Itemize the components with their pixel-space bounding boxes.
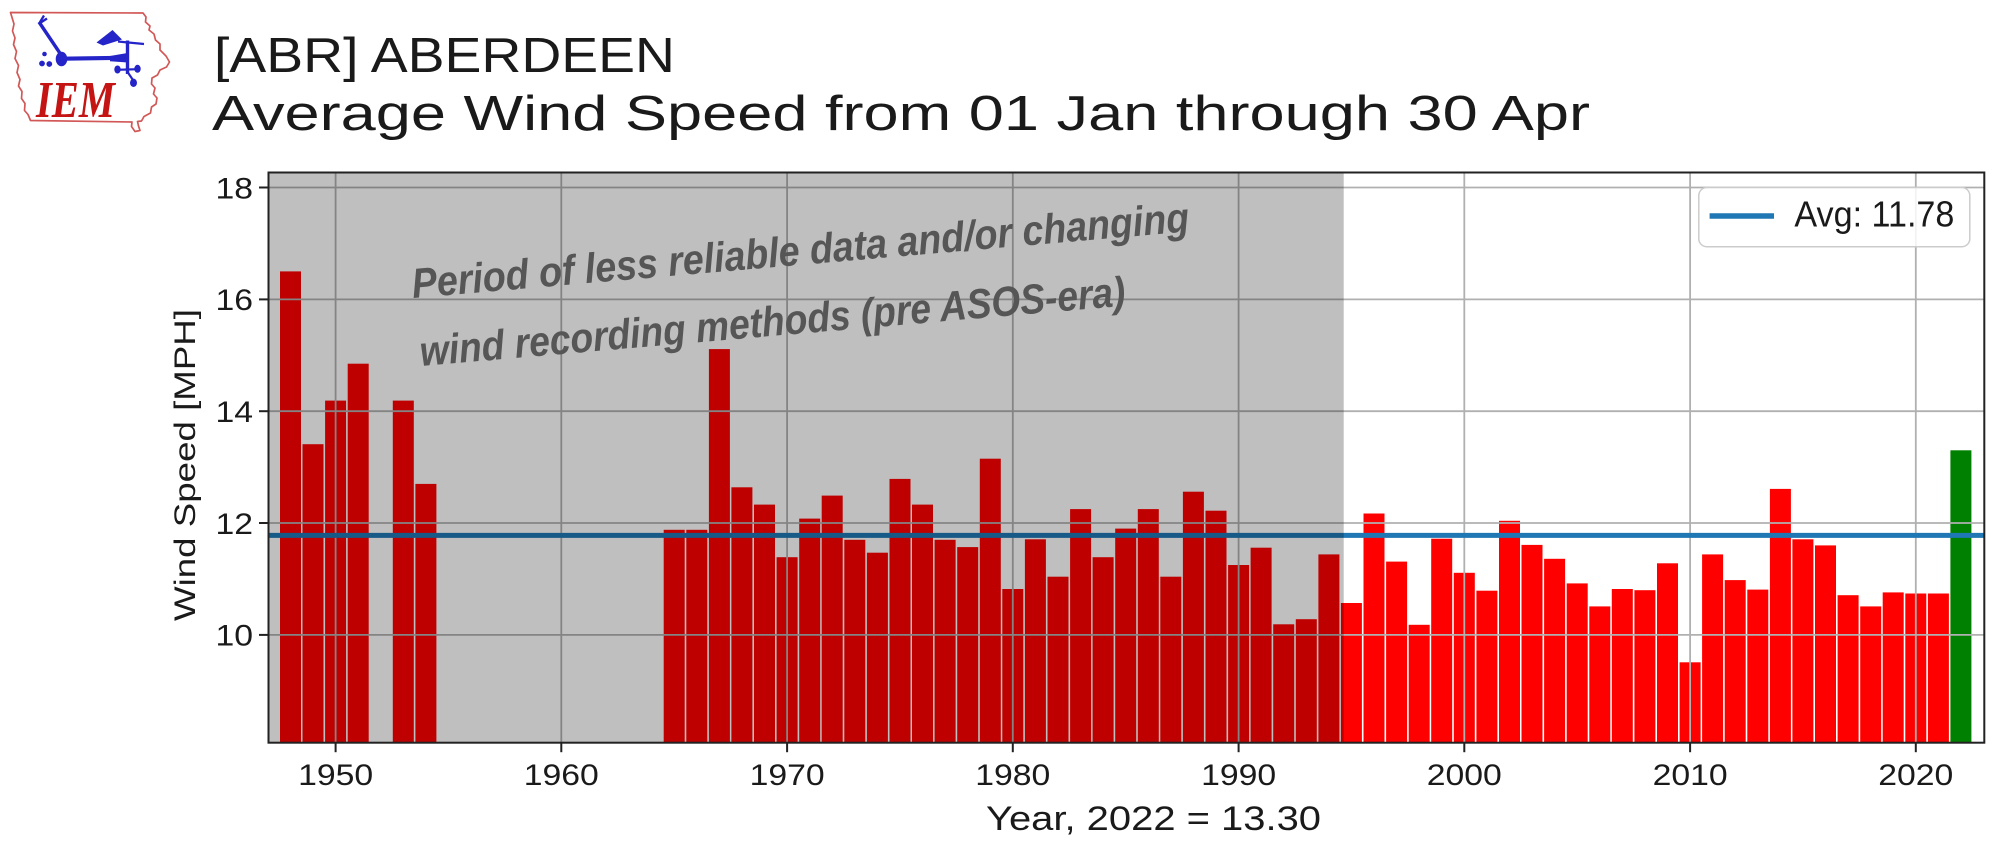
svg-text:1950: 1950 [298, 758, 373, 792]
svg-text:18: 18 [215, 171, 253, 205]
svg-text:1960: 1960 [524, 758, 599, 792]
svg-text:[ABR] ABERDEEN: [ABR] ABERDEEN [214, 29, 675, 83]
svg-text:2020: 2020 [1878, 758, 1953, 792]
svg-text:2000: 2000 [1427, 758, 1502, 792]
svg-text:2010: 2010 [1653, 758, 1728, 792]
svg-text:Wind Speed [MPH]: Wind Speed [MPH] [169, 309, 202, 621]
svg-text:10: 10 [215, 619, 253, 653]
svg-text:14: 14 [215, 395, 253, 429]
svg-text:Avg: 11.78: Avg: 11.78 [1794, 193, 1954, 234]
svg-text:IEM: IEM [35, 71, 116, 129]
svg-text:Average Wind Speed from 01 Jan: Average Wind Speed from 01 Jan through 3… [212, 87, 1590, 141]
svg-text:12: 12 [215, 507, 253, 541]
svg-text:16: 16 [215, 283, 253, 317]
svg-text:1970: 1970 [750, 758, 825, 792]
svg-text:1980: 1980 [975, 758, 1050, 792]
svg-text:1990: 1990 [1201, 758, 1276, 792]
svg-text:Year, 2022 = 13.30: Year, 2022 = 13.30 [986, 800, 1321, 838]
